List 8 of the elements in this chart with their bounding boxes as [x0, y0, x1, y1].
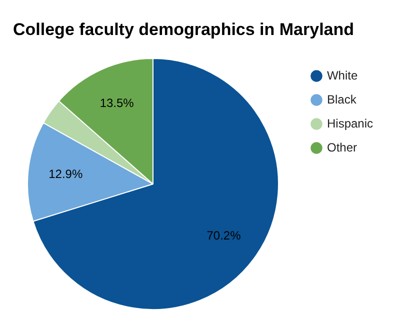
data-label: 13.5%: [100, 96, 134, 110]
data-label: 70.2%: [206, 228, 242, 242]
legend-label: Black: [326, 92, 358, 106]
legend-label: White: [326, 68, 358, 82]
legend-label: Hispanic: [326, 116, 374, 130]
legend-label: Other: [326, 140, 357, 154]
data-label: 12.9%: [48, 167, 83, 182]
chart-title: College faculty demographics in Maryland: [12, 19, 356, 41]
